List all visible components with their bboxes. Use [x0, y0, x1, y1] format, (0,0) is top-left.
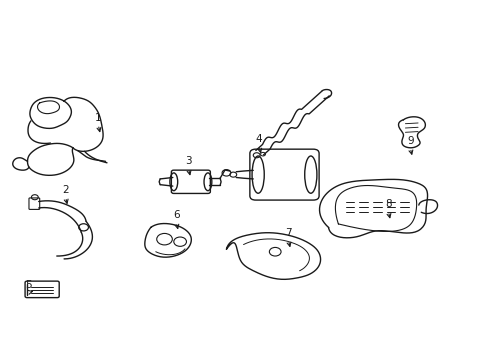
Text: 4: 4	[255, 134, 262, 144]
Text: 8: 8	[384, 199, 391, 210]
Text: 9: 9	[406, 136, 413, 146]
Text: 1: 1	[95, 113, 102, 123]
Text: 2: 2	[62, 185, 69, 195]
Text: 5: 5	[25, 280, 32, 291]
Text: 7: 7	[285, 228, 291, 238]
Text: 6: 6	[173, 210, 179, 220]
Text: 3: 3	[185, 156, 191, 166]
